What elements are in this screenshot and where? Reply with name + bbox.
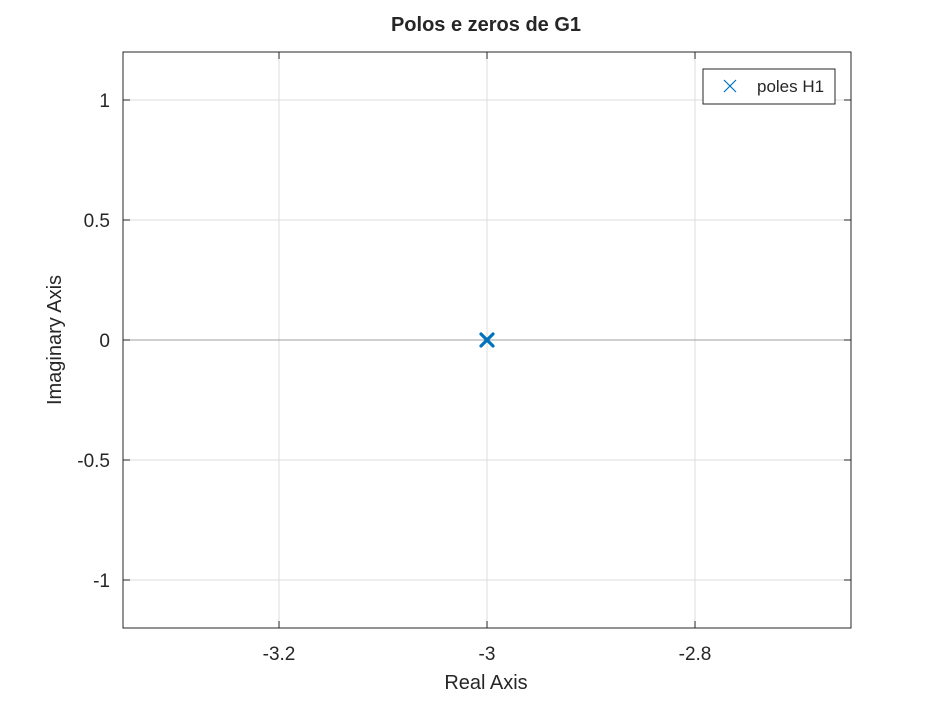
legend-box	[702, 68, 836, 105]
x-axis-label: Real Axis	[444, 672, 527, 694]
y-tick-labels: -1 -0.5 0 0.5 1	[77, 91, 110, 592]
legend: poles H1	[702, 68, 836, 105]
y-tick-label: 0.5	[84, 211, 110, 232]
pole-marker-stroke	[479, 332, 495, 348]
data-points	[479, 332, 495, 348]
x-tick-labels: -3.2 -3 -2.8	[263, 644, 712, 665]
y-tick-label: 0	[99, 331, 110, 352]
legend-entry-label: poles H1	[757, 77, 824, 96]
x-tick-label: -2.8	[679, 644, 712, 665]
grid-lines	[123, 52, 851, 628]
y-tick-label: 1	[99, 91, 110, 112]
pole-marker	[479, 332, 495, 348]
y-tick-label: -1	[93, 571, 110, 592]
chart-title: Polos e zeros de G1	[391, 14, 581, 36]
x-tick-label: -3	[479, 644, 496, 665]
legend-marker-x-icon	[723, 79, 737, 93]
y-axis-label: Imaginary Axis	[44, 275, 66, 405]
tick-marks	[123, 52, 851, 628]
x-tick-label: -3.2	[263, 644, 296, 665]
y-tick-label: -0.5	[77, 451, 110, 472]
